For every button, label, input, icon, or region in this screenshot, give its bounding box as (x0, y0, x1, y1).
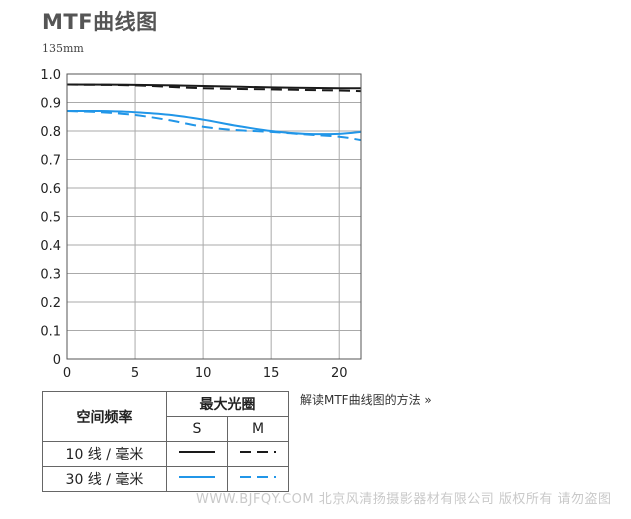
series-30-s (66, 109, 362, 136)
mtf-explanation-link[interactable]: 解读MTF曲线图的方法 » (300, 393, 432, 407)
y-tick-label: 0.6 (40, 182, 61, 197)
chart-series (66, 83, 362, 142)
legend-head-max-aperture: 最大光圈 (166, 391, 289, 417)
legend-row-label-10: 10 线 / 毫米 (42, 441, 167, 467)
x-tick-label: 0 (63, 366, 71, 381)
plot-frame (66, 73, 362, 360)
y-tick-label: 0 (53, 353, 61, 368)
legend-table: 空间频率 最大光圈 S M 10 线 / 毫米 30 线 / 毫米 (42, 391, 289, 492)
y-tick-label: 0.2 (40, 296, 61, 311)
x-tick-label: 10 (195, 366, 212, 381)
chart-grid (66, 73, 361, 360)
chart-tick-labels: 0 0.1 0.2 0.3 0.4 0.5 0.6 0.7 0.8 0.9 1.0 0 5 10 15 20 (40, 68, 347, 381)
watermark: WWW.BJFQY.COM 北京风清扬摄影器材有限公司 版权所有 请勿盗图 (196, 492, 612, 507)
legend-col-sagittal: S (166, 416, 228, 442)
page-title: MTF曲线图 (42, 10, 158, 34)
legend-swatch-10-m (227, 441, 289, 467)
legend-row-label-30: 30 线 / 毫米 (42, 466, 167, 492)
legend-swatch-30-m (227, 466, 289, 492)
y-tick-label: 0.8 (40, 125, 61, 140)
y-tick-label: 0.5 (40, 211, 61, 226)
legend-head-frequency: 空间频率 (42, 391, 167, 442)
legend-swatch-10-s (166, 441, 228, 467)
series-30-m (66, 110, 362, 142)
y-tick-label: 0.9 (40, 97, 61, 112)
legend-col-meridional: M (227, 416, 289, 442)
x-tick-label: 20 (331, 366, 348, 381)
y-tick-label: 0.1 (40, 325, 61, 340)
y-tick-label: 0.7 (40, 154, 61, 169)
x-tick-label: 5 (131, 366, 139, 381)
series-10-m (66, 83, 362, 93)
lens-focal-length: 135mm (42, 42, 84, 55)
x-tick-label: 15 (263, 366, 280, 381)
y-tick-label: 1.0 (40, 68, 61, 83)
y-tick-label: 0.3 (40, 268, 61, 283)
y-tick-label: 0.4 (40, 239, 61, 254)
